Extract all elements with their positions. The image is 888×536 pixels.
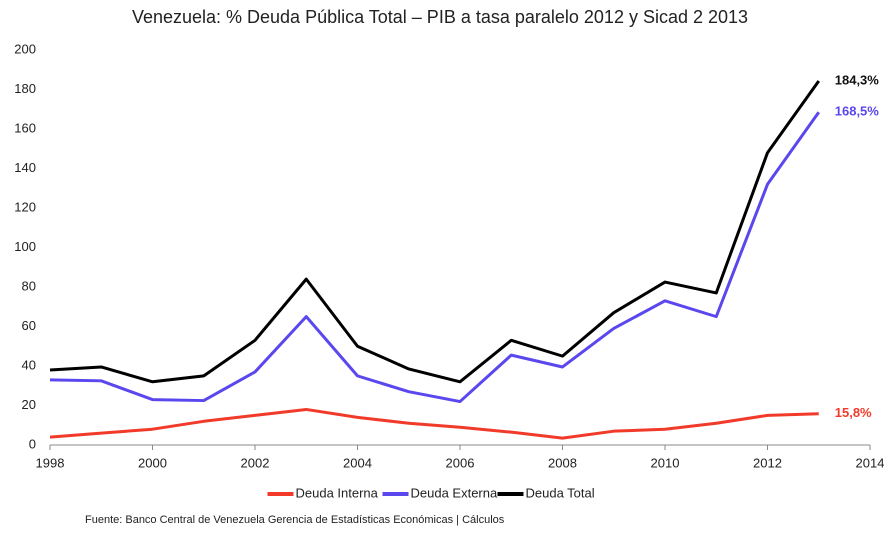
y-tick-label: 200	[14, 41, 36, 56]
series-line	[49, 407, 819, 440]
x-tick-label: 2008	[548, 455, 577, 470]
x-tick-label: 2012	[753, 455, 782, 470]
legend-label: Deuda Interna	[296, 485, 379, 500]
y-tick-label: 40	[22, 357, 36, 372]
source-note: Fuente: Banco Central de Venezuela Geren…	[85, 514, 505, 526]
y-tick-label: 0	[29, 436, 36, 451]
legend-label: Deuda Total	[526, 485, 595, 500]
y-tick-label: 120	[14, 199, 36, 214]
y-tick-label: 140	[14, 160, 36, 175]
y-tick-label: 20	[22, 397, 36, 412]
legend-label: Deuda Externa	[411, 485, 498, 500]
x-tick-label: 2004	[343, 455, 372, 470]
x-tick-label: 2000	[138, 455, 167, 470]
series-line	[49, 80, 820, 384]
x-tick-label: 2006	[446, 455, 475, 470]
x-tick-label: 2010	[651, 455, 680, 470]
x-tick-label: 1998	[36, 455, 65, 470]
x-tick-label: 2014	[856, 455, 885, 470]
y-tick-label: 180	[14, 81, 36, 96]
y-tick-label: 60	[22, 318, 36, 333]
value-label: 184,3%	[835, 72, 880, 87]
y-tick-label: 160	[14, 120, 36, 135]
value-label: 168,5%	[835, 104, 880, 119]
series-line	[49, 111, 820, 404]
y-tick-label: 80	[22, 278, 36, 293]
y-tick-label: 100	[14, 239, 36, 254]
value-label: 15,8%	[835, 405, 872, 420]
chart-title: Venezuela: % Deuda Pública Total – PIB a…	[132, 7, 748, 27]
x-tick-label: 2002	[241, 455, 270, 470]
